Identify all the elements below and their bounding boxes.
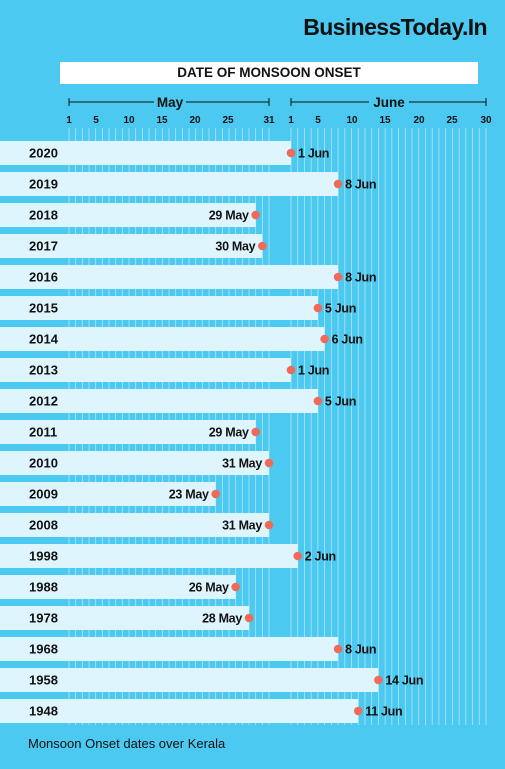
month-label-bg (154, 94, 186, 110)
onset-date-label: 29 May (209, 426, 249, 440)
year-label: 2015 (29, 301, 58, 316)
onset-marker (286, 148, 296, 158)
onset-marker (211, 489, 220, 499)
onset-marker (293, 551, 303, 561)
bar (0, 513, 269, 537)
year-label: 1968 (29, 642, 58, 657)
onset-date-label: 14 Jun (385, 674, 423, 688)
x-tick-label: 10 (123, 115, 135, 126)
onset-date-label: 1 Jun (298, 147, 329, 161)
year-label: 2020 (29, 146, 58, 161)
onset-marker (320, 334, 329, 344)
year-label: 2018 (29, 208, 58, 223)
bar (0, 451, 269, 475)
bar (0, 668, 379, 692)
onset-date-label: 23 May (169, 488, 209, 502)
year-label: 2016 (29, 270, 58, 285)
onset-date-label: 8 Jun (345, 643, 376, 657)
month-label-bg (369, 94, 409, 110)
x-tick-label: 25 (222, 115, 234, 126)
bar (0, 327, 325, 351)
year-label: 2008 (29, 518, 58, 533)
year-label: 1948 (29, 704, 58, 719)
bar (0, 389, 318, 413)
year-label: 2017 (29, 239, 58, 254)
chart-title: DATE OF MONSOON ONSET (60, 62, 478, 84)
year-label: 2010 (29, 456, 58, 471)
onset-marker (251, 427, 260, 437)
chart-caption: Monsoon Onset dates over Kerala (28, 736, 226, 751)
year-label: 2013 (29, 363, 58, 378)
onset-marker (244, 613, 254, 623)
onset-date-label: 2 Jun (305, 550, 336, 564)
bar (0, 172, 339, 196)
onset-date-label: 26 May (189, 581, 229, 595)
bar (0, 234, 263, 258)
onset-marker (231, 582, 240, 592)
year-label: 2009 (29, 487, 58, 502)
onset-marker (374, 675, 383, 685)
onset-date-label: 11 Jun (365, 705, 402, 719)
onset-marker (313, 396, 323, 406)
onset-marker (313, 303, 323, 313)
bar (0, 420, 256, 444)
x-tick-label: 15 (379, 115, 391, 126)
year-label: 2019 (29, 177, 58, 192)
month-label: June (373, 95, 405, 110)
onset-date-label: 6 Jun (332, 333, 363, 347)
onset-date-label: 8 Jun (345, 271, 376, 285)
year-label: 1988 (29, 580, 58, 595)
bar (0, 265, 339, 289)
bar (0, 296, 318, 320)
bar (0, 203, 256, 227)
onset-date-label: 1 Jun (298, 364, 329, 378)
x-tick-label: 10 (346, 115, 358, 126)
year-label: 1998 (29, 549, 58, 564)
x-tick-label: 5 (315, 115, 321, 126)
bar (0, 606, 249, 630)
onset-marker (353, 706, 363, 716)
month-label: May (157, 95, 184, 110)
onset-marker (333, 272, 343, 282)
bar (0, 637, 339, 661)
x-tick-label: 31 (263, 115, 275, 126)
onset-date-label: 30 May (215, 240, 255, 254)
onset-date-label: 29 May (209, 209, 249, 223)
bar (0, 141, 291, 165)
onset-date-label: 31 May (222, 519, 262, 533)
onset-marker (286, 365, 296, 375)
onset-date-label: 5 Jun (325, 395, 356, 409)
onset-marker (333, 644, 343, 654)
bar (0, 699, 359, 723)
x-tick-label: 1 (288, 115, 294, 126)
onset-date-label: 8 Jun (345, 178, 376, 192)
x-tick-label: 20 (413, 115, 425, 126)
bar (0, 358, 291, 382)
year-label: 2011 (29, 425, 57, 440)
onset-date-label: 31 May (222, 457, 262, 471)
bar (0, 575, 236, 599)
x-tick-label: 30 (480, 115, 492, 126)
x-tick-label: 1 (66, 115, 72, 126)
year-label: 1978 (29, 611, 58, 626)
bar (0, 544, 298, 568)
onset-date-label: 5 Jun (325, 302, 356, 316)
year-label: 1958 (29, 673, 58, 688)
brand-logo: BusinessToday.In (303, 14, 487, 40)
onset-marker (333, 179, 343, 189)
bar (0, 482, 216, 506)
onset-marker (258, 241, 267, 251)
x-tick-label: 20 (189, 115, 201, 126)
onset-date-label: 28 May (202, 612, 242, 626)
x-tick-label: 25 (446, 115, 458, 126)
year-label: 2014 (29, 332, 59, 347)
year-label: 2012 (29, 394, 58, 409)
x-tick-label: 5 (93, 115, 99, 126)
onset-marker (251, 210, 260, 220)
onset-marker (264, 458, 274, 468)
x-tick-label: 15 (156, 115, 168, 126)
onset-marker (264, 520, 274, 530)
